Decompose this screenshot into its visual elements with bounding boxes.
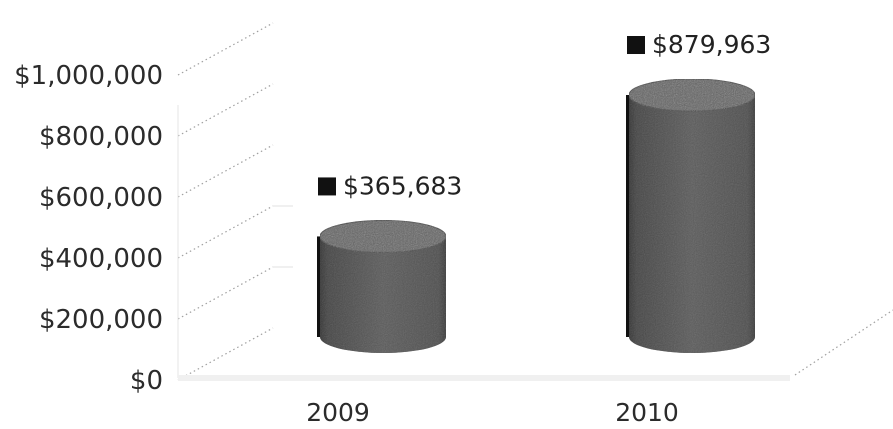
gridline bbox=[177, 205, 274, 259]
y-tick-label: $800,000 bbox=[39, 122, 163, 152]
data-label: $365,683 bbox=[343, 171, 462, 200]
y-tick-label: $600,000 bbox=[39, 183, 163, 213]
bars bbox=[317, 78, 756, 353]
bar-2009 bbox=[317, 219, 447, 353]
bar-shading bbox=[320, 236, 446, 353]
bar-edge bbox=[317, 236, 322, 337]
gridline bbox=[177, 327, 274, 381]
bar-shading bbox=[629, 95, 755, 353]
bar-top bbox=[319, 219, 447, 253]
bar-2010 bbox=[626, 78, 756, 353]
gridline bbox=[177, 83, 274, 137]
x-tick-label: 2010 bbox=[615, 398, 679, 427]
data-labels: $365,683 $879,963 bbox=[318, 30, 771, 200]
data-label: $879,963 bbox=[652, 30, 771, 59]
chart-floor bbox=[177, 105, 893, 381]
floor-edge bbox=[794, 309, 893, 376]
data-label-marker bbox=[627, 36, 645, 55]
gridline bbox=[177, 22, 274, 76]
x-axis: 2009 2010 bbox=[306, 398, 679, 427]
x-tick-label: 2009 bbox=[306, 398, 370, 427]
bar-edge bbox=[626, 95, 631, 337]
gridline bbox=[177, 266, 274, 320]
bar-top bbox=[628, 78, 756, 112]
data-label-marker bbox=[318, 177, 336, 196]
y-tick-label: $1,000,000 bbox=[14, 61, 163, 91]
y-tick-label: $200,000 bbox=[39, 305, 163, 335]
y-tick-label: $0 bbox=[130, 366, 163, 396]
gridline bbox=[177, 144, 274, 198]
y-axis: $0 $200,000 $400,000 $600,000 $800,000 $1,000… bbox=[14, 22, 293, 396]
y-tick-label: $400,000 bbox=[39, 244, 163, 274]
